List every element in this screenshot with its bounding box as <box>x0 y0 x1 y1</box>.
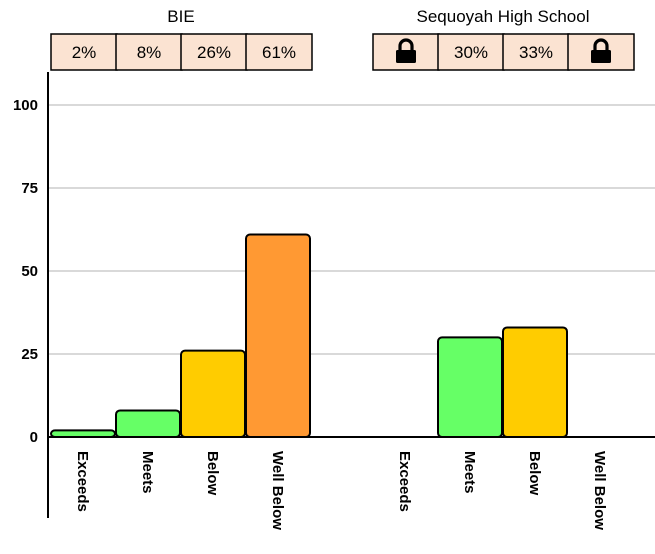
x-label-sequoyah-high-school-well-below: Well Below <box>591 451 608 530</box>
x-label-sequoyah-high-school-below: Below <box>526 451 543 496</box>
y-tick-label-0: 0 <box>30 429 38 446</box>
axes <box>47 72 655 518</box>
bar-bie-well-below <box>245 233 311 438</box>
lock-icon <box>396 38 416 63</box>
pct-label-bie-meets: 8% <box>137 43 162 62</box>
y-tick-labels: 0 25 50 75 100 <box>13 97 38 446</box>
lock-icon <box>591 38 611 63</box>
y-tick-label-50: 50 <box>21 263 38 280</box>
pct-box-bie-meets <box>115 33 183 71</box>
pct-label-bie-below: 26% <box>197 43 231 62</box>
pct-label-sequoyah-high-school-meets: 30% <box>454 43 488 62</box>
percent-label-boxes: 2% 8% 26% 61% 30% 33% <box>50 33 635 71</box>
bars <box>50 233 568 439</box>
gridlines <box>48 104 655 355</box>
bar-bie-below <box>180 349 246 438</box>
pct-box-bie-below <box>180 33 248 71</box>
group-titles: BIE Sequoyah High School <box>167 7 589 26</box>
bar-sequoyah-high-school-below <box>502 326 568 438</box>
pct-label-sequoyah-high-school-below: 33% <box>519 43 553 62</box>
x-label-bie-well-below: Well Below <box>269 451 286 530</box>
x-category-labels: Exceeds Meets Below Well Below Exceeds Meets B… <box>74 451 608 530</box>
y-tick-label-25: 25 <box>21 346 38 363</box>
pct-box-sequoyah-high-school-below <box>502 33 570 71</box>
pct-box-sequoyah-high-school-meets <box>437 33 505 71</box>
x-label-bie-exceeds: Exceeds <box>74 451 91 512</box>
pct-box-bie-well-below <box>245 33 313 71</box>
pct-label-bie-well-below: 61% <box>262 43 296 62</box>
group-title-sequoyah-high-school: Sequoyah High School <box>417 7 590 26</box>
bar-bie-meets <box>115 409 181 439</box>
bar-sequoyah-high-school-meets <box>437 336 503 438</box>
x-label-bie-below: Below <box>204 451 221 496</box>
pct-label-bie-exceeds: 2% <box>72 43 97 62</box>
x-label-sequoyah-high-school-exceeds: Exceeds <box>396 451 413 512</box>
group-title-bie: BIE <box>167 7 194 26</box>
x-label-bie-meets: Meets <box>139 451 156 494</box>
x-label-sequoyah-high-school-meets: Meets <box>461 451 478 494</box>
y-tick-label-75: 75 <box>21 180 38 197</box>
y-tick-label-100: 100 <box>13 97 38 114</box>
